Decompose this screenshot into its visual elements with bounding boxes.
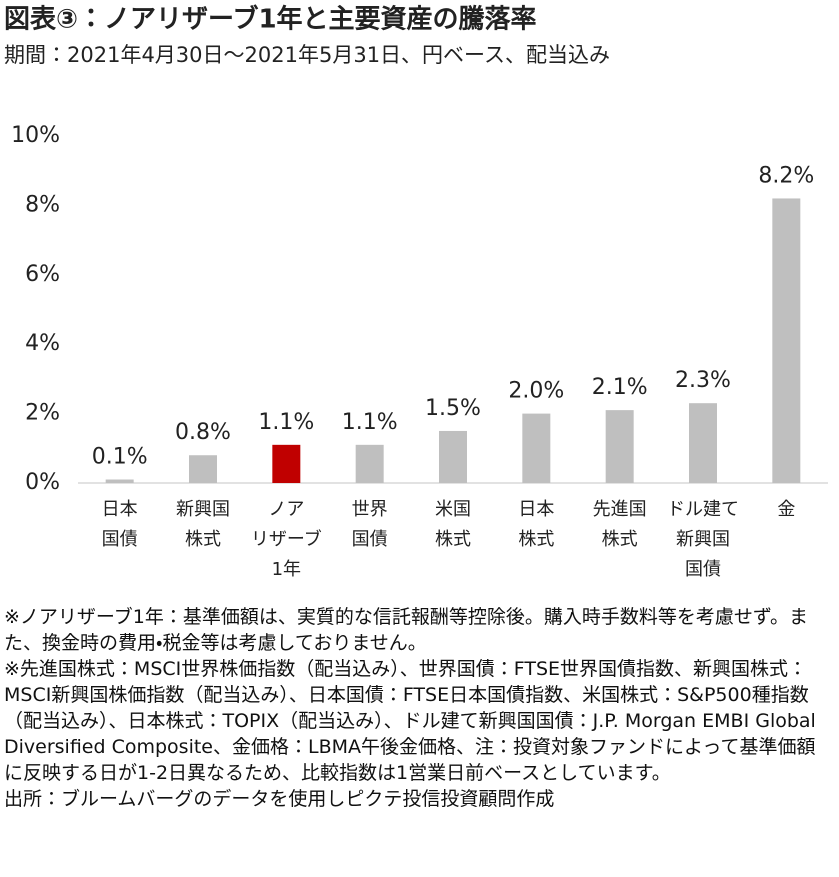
x-tick-label: リザーブ bbox=[251, 528, 322, 550]
note: 出所：ブルームバーグのデータを使用しピクテ投信投資顧問作成 bbox=[4, 788, 555, 810]
x-tick-label: 新興国 bbox=[676, 529, 730, 550]
x-tick-label: 株式 bbox=[185, 529, 221, 550]
bar bbox=[189, 455, 217, 483]
bar bbox=[105, 479, 134, 483]
x-tick-label: 先進国 bbox=[593, 499, 647, 520]
chart-title: 図表③：ノアリザーブ1年と主要資産の騰落率 bbox=[4, 4, 537, 35]
note: ※先進国株式：MSCI世界株価指数（配当込み）、世界国債：FTSE世界国債指数、… bbox=[4, 658, 816, 784]
value-label: 2.3% bbox=[675, 368, 731, 393]
y-tick-label: 6% bbox=[25, 262, 60, 287]
x-tick-label: 国債 bbox=[685, 559, 721, 580]
y-tick-label: 2% bbox=[25, 401, 60, 426]
x-tick-label: 1年 bbox=[272, 559, 301, 580]
x-tick-label: 株式 bbox=[518, 529, 554, 550]
value-label: 2.1% bbox=[592, 375, 648, 400]
value-label: 1.5% bbox=[425, 396, 481, 421]
x-tick-label: ノア bbox=[268, 499, 304, 520]
value-label: 8.2% bbox=[758, 163, 814, 188]
x-tick-label: 新興国 bbox=[176, 499, 230, 520]
bar bbox=[689, 403, 717, 483]
x-tick-label: 金 bbox=[777, 499, 795, 520]
value-label: 1.1% bbox=[258, 410, 314, 435]
x-tick-label: 日本 bbox=[518, 499, 554, 520]
bar bbox=[522, 413, 551, 483]
chart-subtitle: 期間：2021年4月30日～2021年5月31日、円ベース、配当込み bbox=[4, 43, 610, 67]
value-label: 2.0% bbox=[508, 379, 564, 404]
x-tick-label: 国債 bbox=[102, 529, 138, 550]
note: ※ノアリザーブ1年：基準価額は、実質的な信託報酬等控除後。購入時手数料等を考慮せ… bbox=[4, 606, 808, 654]
y-tick-label: 0% bbox=[25, 470, 60, 495]
y-tick-label: 4% bbox=[25, 331, 60, 356]
x-tick-label: 世界 bbox=[352, 499, 388, 520]
x-tick-label: 株式 bbox=[435, 529, 471, 550]
value-label: 0.1% bbox=[92, 445, 148, 470]
value-label: 0.8% bbox=[175, 420, 231, 445]
bar bbox=[605, 410, 634, 483]
x-tick-label: 株式 bbox=[602, 529, 638, 550]
bar bbox=[439, 430, 467, 483]
x-tick-label: ドル建て bbox=[667, 499, 739, 520]
notes: ※ノアリザーブ1年：基準価額は、実質的な信託報酬等控除後。購入時手数料等を考慮せ… bbox=[4, 604, 834, 812]
y-tick-label: 10% bbox=[11, 123, 60, 148]
x-tick-label: 日本 bbox=[102, 499, 138, 520]
x-tick-label: 米国 bbox=[435, 499, 471, 520]
y-tick-label: 8% bbox=[25, 192, 60, 217]
value-label: 1.1% bbox=[342, 410, 398, 435]
x-tick-label: 国債 bbox=[352, 529, 388, 550]
bar bbox=[355, 444, 384, 483]
chart: 図表③：ノアリザーブ1年と主要資産の騰落率 期間：2021年4月30日～2021… bbox=[4, 4, 828, 580]
bar bbox=[272, 444, 301, 483]
bar bbox=[772, 198, 801, 483]
